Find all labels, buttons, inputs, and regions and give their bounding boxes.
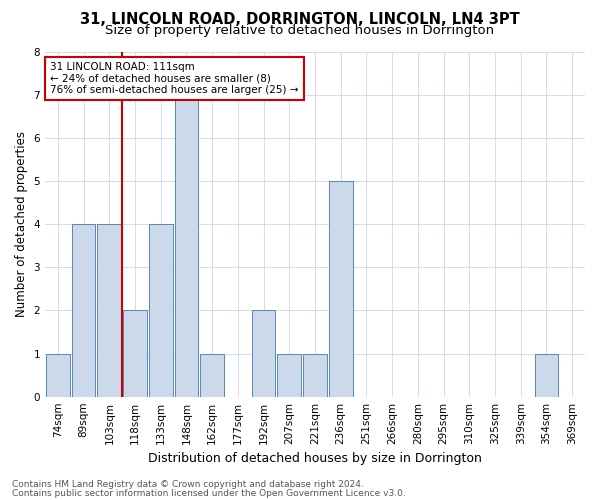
Bar	[123, 310, 147, 396]
Bar	[535, 354, 558, 397]
X-axis label: Distribution of detached houses by size in Dorrington: Distribution of detached houses by size …	[148, 452, 482, 465]
Bar	[46, 354, 70, 397]
Bar	[97, 224, 121, 396]
Bar	[149, 224, 173, 396]
Bar	[175, 94, 198, 397]
Y-axis label: Number of detached properties: Number of detached properties	[15, 131, 28, 317]
Text: 31, LINCOLN ROAD, DORRINGTON, LINCOLN, LN4 3PT: 31, LINCOLN ROAD, DORRINGTON, LINCOLN, L…	[80, 12, 520, 28]
Bar	[252, 310, 275, 396]
Text: Size of property relative to detached houses in Dorrington: Size of property relative to detached ho…	[106, 24, 494, 37]
Bar	[72, 224, 95, 396]
Bar	[277, 354, 301, 397]
Bar	[200, 354, 224, 397]
Bar	[303, 354, 327, 397]
Bar	[329, 181, 353, 396]
Text: Contains HM Land Registry data © Crown copyright and database right 2024.: Contains HM Land Registry data © Crown c…	[12, 480, 364, 489]
Text: 31 LINCOLN ROAD: 111sqm
← 24% of detached houses are smaller (8)
76% of semi-det: 31 LINCOLN ROAD: 111sqm ← 24% of detache…	[50, 62, 299, 95]
Text: Contains public sector information licensed under the Open Government Licence v3: Contains public sector information licen…	[12, 488, 406, 498]
